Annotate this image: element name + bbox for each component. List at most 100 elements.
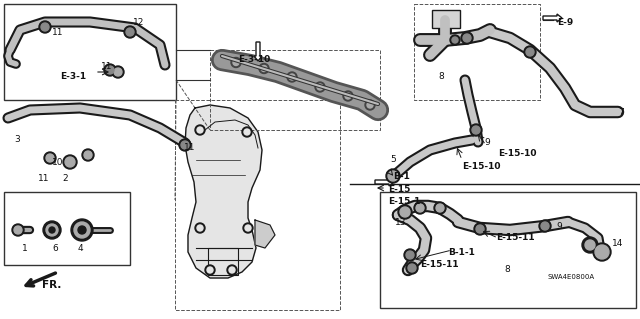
Text: 1: 1 bbox=[22, 244, 28, 253]
Circle shape bbox=[541, 222, 549, 230]
Circle shape bbox=[114, 68, 122, 76]
Text: 9: 9 bbox=[556, 222, 562, 231]
Circle shape bbox=[106, 66, 114, 74]
Circle shape bbox=[317, 84, 323, 90]
Circle shape bbox=[49, 227, 55, 233]
Circle shape bbox=[243, 223, 253, 233]
Text: 6: 6 bbox=[52, 244, 58, 253]
Circle shape bbox=[124, 26, 136, 38]
Bar bbox=[4, 4, 176, 100]
Circle shape bbox=[345, 93, 351, 99]
Circle shape bbox=[181, 141, 189, 149]
Text: E-15-11: E-15-11 bbox=[420, 260, 459, 269]
Circle shape bbox=[526, 48, 534, 56]
Text: 11: 11 bbox=[101, 62, 113, 71]
Circle shape bbox=[126, 28, 134, 36]
Circle shape bbox=[593, 243, 611, 261]
Circle shape bbox=[207, 267, 213, 273]
Text: 8: 8 bbox=[438, 72, 444, 81]
Circle shape bbox=[195, 125, 205, 135]
Circle shape bbox=[205, 265, 215, 275]
Circle shape bbox=[434, 202, 446, 214]
Circle shape bbox=[179, 139, 191, 151]
Text: E-15-1: E-15-1 bbox=[388, 197, 420, 206]
Circle shape bbox=[476, 225, 484, 233]
Circle shape bbox=[524, 46, 536, 58]
Text: FR.: FR. bbox=[42, 280, 61, 290]
Text: 12: 12 bbox=[133, 18, 145, 27]
Text: E-15: E-15 bbox=[388, 185, 410, 194]
Circle shape bbox=[46, 154, 54, 162]
Text: 11: 11 bbox=[52, 28, 63, 37]
Circle shape bbox=[461, 32, 473, 44]
Circle shape bbox=[63, 155, 77, 169]
FancyArrow shape bbox=[375, 178, 394, 186]
Circle shape bbox=[436, 204, 444, 212]
Text: 3: 3 bbox=[14, 135, 20, 144]
Circle shape bbox=[261, 65, 267, 71]
Text: E-15-11: E-15-11 bbox=[496, 233, 534, 242]
Circle shape bbox=[197, 127, 203, 133]
Circle shape bbox=[398, 205, 412, 219]
Circle shape bbox=[244, 129, 250, 135]
Bar bbox=[4, 192, 130, 265]
Circle shape bbox=[365, 100, 375, 110]
Circle shape bbox=[404, 249, 416, 261]
Circle shape bbox=[231, 57, 241, 68]
Circle shape bbox=[595, 245, 609, 259]
Circle shape bbox=[65, 157, 75, 167]
FancyArrow shape bbox=[254, 42, 262, 61]
Circle shape bbox=[39, 21, 51, 33]
Circle shape bbox=[367, 102, 373, 108]
Text: 11: 11 bbox=[184, 143, 195, 152]
Circle shape bbox=[343, 91, 353, 101]
Circle shape bbox=[414, 202, 426, 214]
Circle shape bbox=[195, 223, 205, 233]
Bar bbox=[432, 10, 460, 28]
Circle shape bbox=[82, 149, 94, 161]
Circle shape bbox=[78, 226, 86, 234]
Circle shape bbox=[452, 37, 458, 43]
Bar bbox=[208, 248, 238, 275]
Circle shape bbox=[474, 223, 486, 235]
Circle shape bbox=[259, 63, 269, 73]
Text: E-15-10: E-15-10 bbox=[462, 162, 500, 171]
Circle shape bbox=[582, 237, 598, 253]
Bar bbox=[380, 192, 636, 308]
Text: B-1: B-1 bbox=[393, 172, 410, 181]
Text: E-15-10: E-15-10 bbox=[498, 149, 536, 158]
Text: B-1-1: B-1-1 bbox=[448, 248, 475, 257]
Circle shape bbox=[406, 262, 418, 274]
Circle shape bbox=[408, 264, 416, 272]
Circle shape bbox=[197, 225, 203, 231]
Circle shape bbox=[112, 66, 124, 78]
Text: 9: 9 bbox=[484, 138, 490, 147]
Circle shape bbox=[287, 72, 297, 82]
Circle shape bbox=[406, 251, 414, 259]
Circle shape bbox=[400, 207, 410, 217]
Text: E-3-1: E-3-1 bbox=[60, 72, 86, 81]
Circle shape bbox=[416, 204, 424, 212]
Circle shape bbox=[12, 224, 24, 236]
Circle shape bbox=[227, 265, 237, 275]
Circle shape bbox=[71, 219, 93, 241]
Circle shape bbox=[470, 124, 482, 136]
Circle shape bbox=[289, 74, 295, 80]
Text: E-3-10: E-3-10 bbox=[238, 55, 270, 64]
Text: 7: 7 bbox=[618, 108, 624, 117]
Circle shape bbox=[44, 152, 56, 164]
Text: 4: 4 bbox=[78, 244, 84, 253]
Text: 5: 5 bbox=[390, 155, 396, 164]
Circle shape bbox=[539, 220, 551, 232]
Circle shape bbox=[450, 35, 460, 45]
Polygon shape bbox=[255, 220, 275, 248]
Circle shape bbox=[41, 23, 49, 31]
Text: 2: 2 bbox=[62, 174, 68, 183]
Circle shape bbox=[315, 82, 325, 92]
Circle shape bbox=[245, 225, 251, 231]
Circle shape bbox=[388, 171, 398, 181]
Circle shape bbox=[104, 64, 116, 76]
Circle shape bbox=[229, 267, 235, 273]
Text: 13: 13 bbox=[395, 218, 406, 227]
Text: E-9: E-9 bbox=[557, 18, 573, 27]
